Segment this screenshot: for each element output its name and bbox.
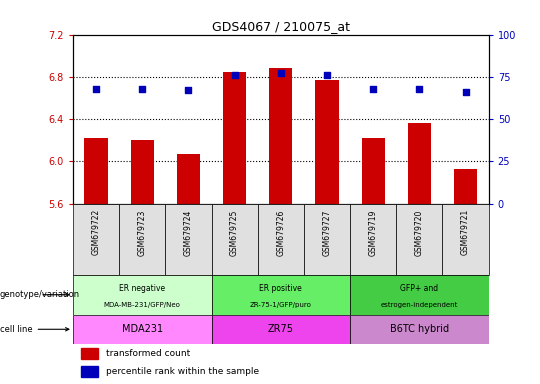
Text: ER positive: ER positive	[259, 284, 302, 293]
Point	[369, 86, 377, 92]
Bar	[73, 315, 212, 344]
Bar	[212, 275, 350, 315]
Bar	[223, 71, 246, 204]
Text: GSM679727: GSM679727	[322, 209, 332, 256]
Point	[230, 72, 239, 78]
Point	[461, 89, 470, 95]
Bar	[362, 138, 384, 204]
Bar	[131, 140, 154, 204]
Bar	[396, 204, 442, 275]
Text: ZR-75-1/GFP/puro: ZR-75-1/GFP/puro	[250, 302, 312, 308]
Text: transformed count: transformed count	[106, 349, 191, 358]
Point	[415, 86, 424, 92]
Bar	[408, 123, 431, 204]
Bar	[258, 204, 304, 275]
Text: GSM679719: GSM679719	[369, 209, 377, 256]
Text: ZR75: ZR75	[268, 324, 294, 334]
Text: GFP+ and: GFP+ and	[400, 284, 438, 293]
Text: GSM679724: GSM679724	[184, 209, 193, 256]
Text: genotype/variation: genotype/variation	[0, 290, 80, 299]
Point	[323, 72, 332, 78]
Point	[138, 86, 146, 92]
Point	[276, 70, 285, 76]
Bar	[442, 204, 489, 275]
Text: cell line: cell line	[0, 325, 69, 334]
Bar	[84, 138, 107, 204]
Bar	[177, 154, 200, 204]
Bar	[454, 169, 477, 204]
Bar	[315, 80, 339, 204]
Text: GSM679725: GSM679725	[230, 209, 239, 256]
Bar	[73, 275, 212, 315]
Point	[184, 87, 193, 93]
Text: GSM679722: GSM679722	[91, 209, 100, 255]
Text: ER negative: ER negative	[119, 284, 165, 293]
Bar	[73, 204, 119, 275]
Text: estrogen-independent: estrogen-independent	[381, 302, 458, 308]
Point	[92, 86, 100, 92]
Bar	[350, 315, 489, 344]
Bar	[119, 204, 165, 275]
Bar	[304, 204, 350, 275]
Text: percentile rank within the sample: percentile rank within the sample	[106, 367, 259, 376]
Bar	[81, 348, 98, 359]
Bar	[165, 204, 212, 275]
Bar	[350, 204, 396, 275]
Bar	[212, 204, 258, 275]
Bar	[212, 315, 350, 344]
Title: GDS4067 / 210075_at: GDS4067 / 210075_at	[212, 20, 350, 33]
Text: GSM679720: GSM679720	[415, 209, 424, 256]
Text: MDA231: MDA231	[122, 324, 163, 334]
Text: GSM679723: GSM679723	[138, 209, 147, 256]
Text: MDA-MB-231/GFP/Neo: MDA-MB-231/GFP/Neo	[104, 302, 181, 308]
Text: GSM679721: GSM679721	[461, 209, 470, 255]
Text: GSM679726: GSM679726	[276, 209, 285, 256]
Text: B6TC hybrid: B6TC hybrid	[390, 324, 449, 334]
Bar	[350, 275, 489, 315]
Bar	[269, 68, 292, 204]
Bar	[81, 366, 98, 376]
